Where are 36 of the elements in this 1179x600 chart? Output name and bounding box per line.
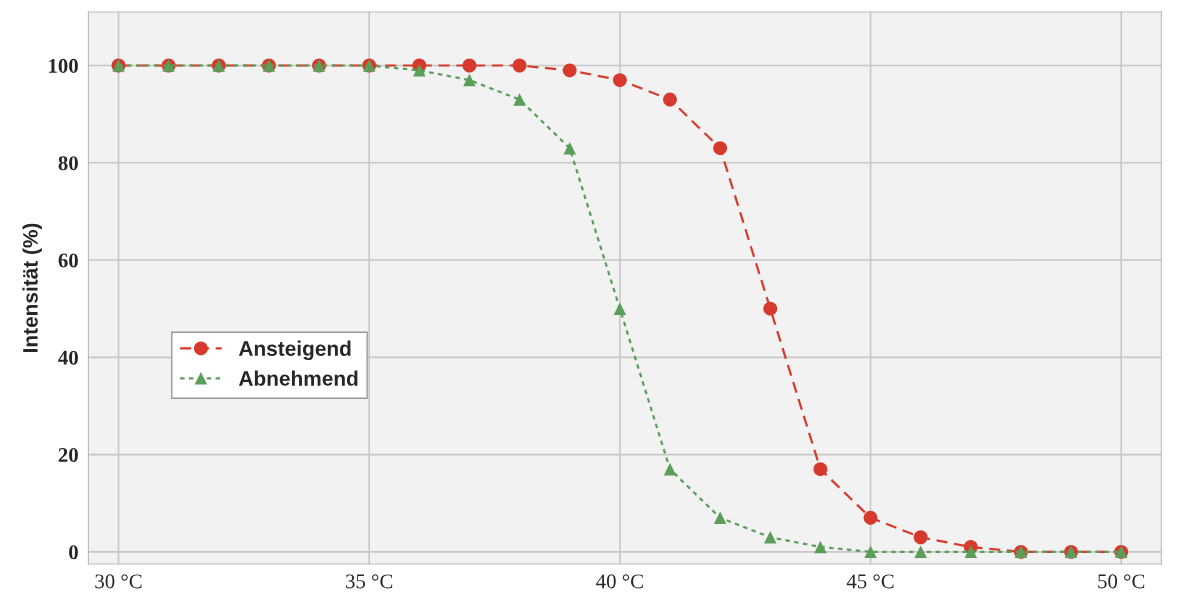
point (663, 92, 677, 107)
point (913, 530, 928, 545)
point (512, 58, 527, 73)
y-tick-label: 0 (69, 545, 78, 560)
point (463, 73, 476, 87)
point (563, 141, 576, 155)
legend-label: Abnehmend (238, 370, 358, 386)
y-tick-label: 80 (58, 156, 78, 171)
x-tick-label: 40 °C (596, 574, 643, 589)
x-tick-label: 45 °C (846, 574, 894, 589)
y-tick-label: 60 (58, 253, 78, 268)
point (663, 462, 677, 476)
point (513, 93, 526, 106)
point (413, 64, 426, 77)
x-tick-label: 35 °C (346, 574, 393, 589)
legend-label: Ansteigend (238, 340, 351, 361)
point (964, 545, 978, 559)
point (713, 141, 728, 156)
x-tick-label: 50 °C (1098, 574, 1145, 589)
point (612, 73, 627, 88)
y-tick-label: 40 (58, 350, 78, 365)
point (814, 540, 827, 554)
x-tick-label: 30 °C (95, 574, 142, 589)
point (764, 531, 777, 544)
y-tick-label: 20 (58, 447, 78, 463)
point (863, 510, 878, 525)
point (462, 58, 477, 73)
y-tick-label: 100 (49, 58, 78, 73)
y-axis-title: Intensität (%) (22, 223, 42, 352)
point (613, 302, 627, 315)
point (813, 462, 828, 477)
point (713, 511, 727, 525)
point (763, 301, 778, 316)
point (562, 63, 577, 78)
point (914, 545, 927, 559)
point (864, 545, 877, 559)
